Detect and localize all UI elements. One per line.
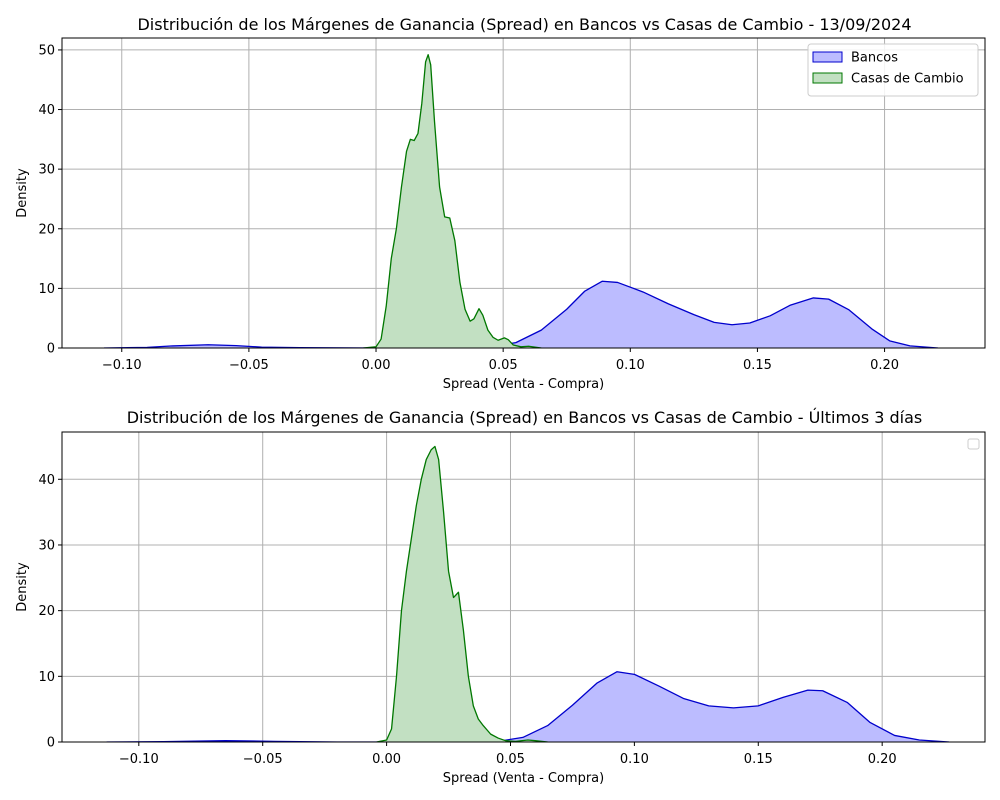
x-tick-label: −0.05 [243,752,283,767]
x-tick-label: 0.20 [868,752,897,767]
x-tick-label: −0.10 [102,358,142,373]
x-tick-label: 0.15 [743,358,772,373]
legend-swatch-casas-de-cambio [812,72,843,84]
y-tick-label: 10 [38,282,55,297]
y-tick-label: 20 [38,604,55,619]
bancos-area [103,281,938,348]
legend-swatch-bancos [812,51,843,63]
casas-de-cambio-line [363,54,542,348]
axes-frame [61,431,986,743]
x-tick-label: 0.20 [870,358,899,373]
x-axis-label: Spread (Venta - Compra) [443,771,604,786]
legend-box-empty [967,438,980,450]
x-tick-label: 0.05 [489,358,518,373]
axes-frame [61,37,986,349]
bancos-line [103,280,939,348]
x-tick-label: 0.05 [496,752,525,767]
series-group [103,54,939,348]
chart-panel-daily: −0.10 −0.05 0.00 0.05 0.10 0.15 0.20 0 10 20 30 40 5… [15,15,986,392]
x-tick-label: 0.00 [362,358,391,373]
chart-title: Distribución de los Márgenes de Ganancia… [127,408,923,427]
series-1-line [106,671,950,742]
y-tick-label: 40 [38,473,55,488]
legend-label-casas-de-cambio: Casas de Cambio [851,72,964,87]
y-tick-label: 40 [38,103,55,118]
chart-panel-last-3-days: −0.10 −0.05 0.00 0.05 0.10 0.15 0.20 0 10 20 30 40 D… [15,408,986,786]
x-axis-label: Spread (Venta - Compra) [443,377,604,392]
y-tick-label: 50 [38,43,55,58]
x-tick-label: 0.10 [620,752,649,767]
y-tick-label: 30 [38,538,55,553]
series-group [106,445,950,742]
x-tick-label: −0.05 [229,358,269,373]
legend-label-bancos: Bancos [851,51,898,66]
series-2-area [376,446,548,742]
legend: Bancos Casas de Cambio [807,43,979,97]
y-axis-label: Density [15,168,30,218]
series-2-line [376,445,548,742]
x-tick-label: 0.15 [744,752,773,767]
casas-de-cambio-area [363,54,542,348]
y-tick-label: 10 [38,670,55,685]
x-tick-label: −0.10 [119,752,159,767]
chart-title: Distribución de los Márgenes de Ganancia… [137,15,911,34]
series-1-area [106,671,950,742]
y-tick-label: 20 [38,222,55,237]
y-tick-label: 0 [47,736,55,751]
y-tick-label: 0 [47,342,55,357]
y-axis-label: Density [15,562,30,612]
legend [967,438,980,450]
legend-box [807,43,979,97]
x-tick-label: 0.10 [616,358,645,373]
y-tick-label: 30 [38,163,55,178]
x-tick-label: 0.00 [372,752,401,767]
